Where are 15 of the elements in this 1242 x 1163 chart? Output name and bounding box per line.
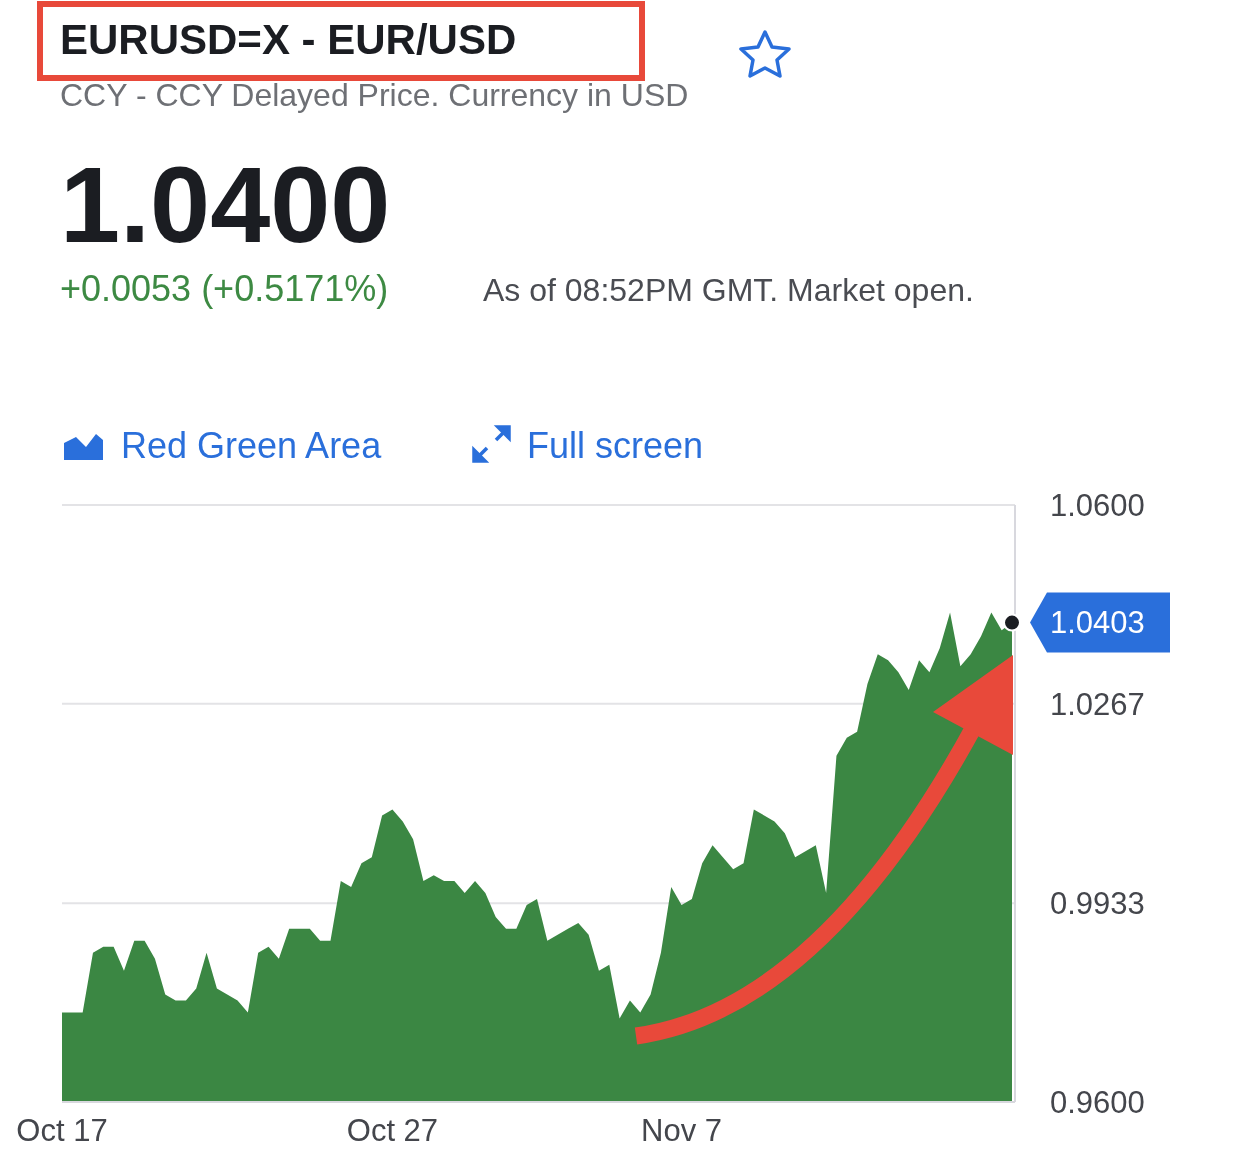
text: +0.0053 (+0.5171%) bbox=[60, 268, 389, 309]
chart-title: EURUSD=X - EUR/USD bbox=[60, 16, 517, 63]
chart-subtitle: CCY - CCY Delayed Price. Currency in USD bbox=[60, 77, 689, 113]
text: Red Green Area bbox=[121, 425, 383, 466]
text: 1.0403 bbox=[1050, 605, 1145, 641]
y-tick-label: 0.9600 bbox=[1050, 1084, 1145, 1120]
text: 1.0400 bbox=[60, 144, 391, 265]
x-tick-label: Oct 17 bbox=[16, 1113, 108, 1148]
y-tick-label: 0.9933 bbox=[1050, 886, 1145, 922]
y-tick-label: 1.0600 bbox=[1050, 487, 1145, 523]
y-tick-label: 1.0267 bbox=[1050, 686, 1145, 722]
text: Full screen bbox=[527, 425, 704, 466]
x-tick-label: Nov 7 bbox=[641, 1113, 723, 1148]
x-tick-label: Oct 27 bbox=[346, 1113, 439, 1148]
text: As of 08:52PM GMT. Market open. bbox=[483, 272, 974, 308]
